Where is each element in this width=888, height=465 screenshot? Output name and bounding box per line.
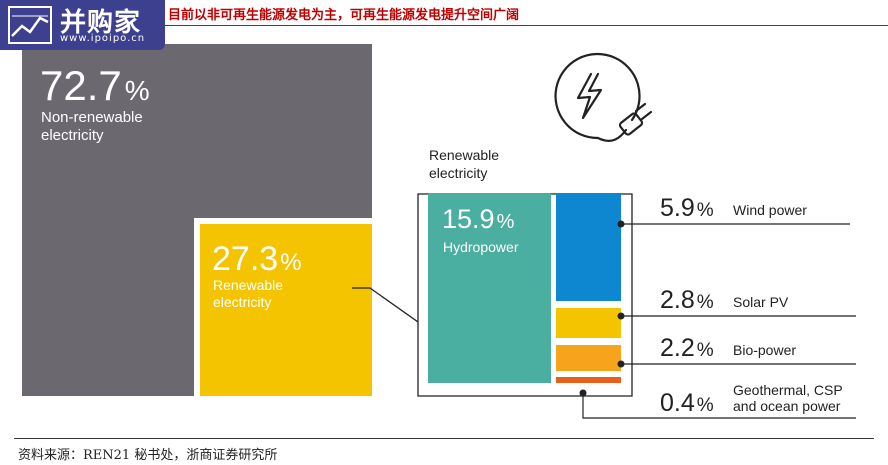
lightning-icon [576,72,603,120]
brand-logo: 并购家 www.ipoipo.cn [0,0,165,50]
non-renewable-label-line1: Non-renewable [41,109,143,126]
geothermal-block [556,377,621,383]
brand-name: 并购家 [60,8,142,38]
bio-value: 2.2% [660,334,714,362]
renewable-value: 27.3% [212,240,302,278]
geothermal-label-line1: Geothermal, CSP [733,382,843,398]
wind-value: 5.9% [660,194,714,222]
wind-label: Wind power [733,202,807,218]
page-title: 目前以非可再生能源发电为主，可再生能源发电提升空间广阔 [168,8,520,23]
non-renewable-value: 72.7% [40,62,150,109]
power-plug-icon [554,52,653,142]
source-note: 资料来源：REN21 秘书处，浙商证券研究所 [18,448,278,463]
geothermal-label-line2: and ocean power [733,398,841,414]
solar-block [556,308,621,338]
header-divider [0,25,888,26]
non-renewable-label-line2: electricity [41,127,104,144]
hydropower-value: 15.9% [442,204,515,234]
breakdown-heading-line2: electricity [429,165,487,181]
hydropower-label: Hydropower [443,239,519,255]
chart-logo-icon [8,6,52,44]
solar-value: 2.8% [660,286,714,314]
wind-block [556,193,621,301]
bio-block [556,345,621,371]
breakdown-heading-line1: Renewable [429,147,499,163]
renewable-label-line1: Renewable [213,277,283,293]
solar-label: Solar PV [733,294,789,310]
footer-divider [14,438,874,439]
brand-url: www.ipoipo.cn [60,33,146,44]
bio-label: Bio-power [733,342,796,358]
geothermal-value: 0.4% [660,389,714,417]
hydropower-block [428,193,551,383]
renewable-block [200,224,372,396]
renewable-label-line2: electricity [213,294,271,310]
